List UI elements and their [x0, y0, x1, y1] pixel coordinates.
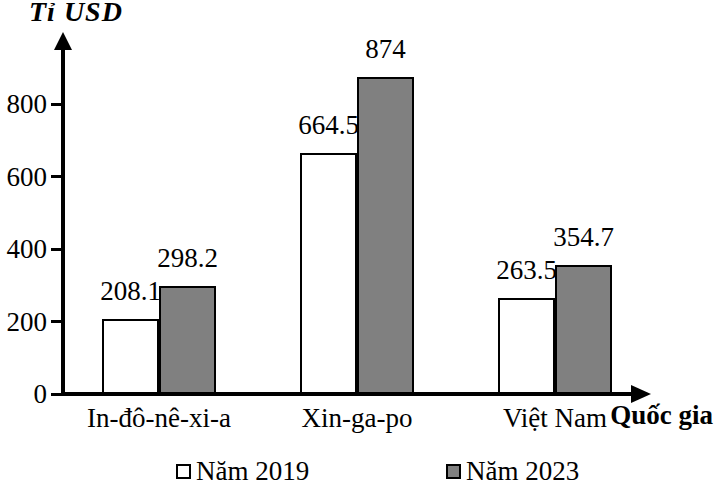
- x-axis-title: Quốc gia: [610, 400, 713, 431]
- y-tick-label-200: 200: [0, 307, 47, 337]
- bar-series0-cat2: [498, 298, 555, 395]
- legend-item-2023: Năm 2023: [446, 458, 579, 485]
- y-tick-label-0: 0: [0, 379, 47, 409]
- bar-series1-cat0: [159, 286, 216, 395]
- y-tick-label-600: 600: [0, 162, 47, 192]
- legend-swatch-2019: [176, 464, 191, 479]
- x-axis-line: [61, 392, 633, 396]
- legend-item-2019: Năm 2019: [176, 458, 309, 485]
- bar-series1-cat1: [357, 77, 414, 395]
- category-label-0: In-đô-nê-xi-a: [44, 403, 274, 434]
- legend-label-2023: Năm 2023: [466, 458, 579, 485]
- bar-chart: Tỉ USD 0200400600800208.1664.5263.5298.2…: [0, 0, 714, 485]
- category-label-1: Xin-ga-po: [242, 403, 472, 434]
- bar-series0-cat0: [102, 319, 159, 395]
- bar-value-series1-cat0: 298.2: [123, 243, 253, 274]
- y-axis-line: [61, 44, 65, 396]
- legend-label-2019: Năm 2019: [196, 458, 309, 485]
- bar-value-series1-cat1: 874: [321, 34, 451, 65]
- bar-value-series1-cat2: 354.7: [519, 222, 649, 253]
- bar-series0-cat1: [300, 153, 357, 395]
- y-axis-title: Tỉ USD: [29, 0, 123, 28]
- legend-swatch-2023: [446, 464, 461, 479]
- y-axis-arrow-icon: [54, 32, 72, 50]
- y-tick-label-800: 800: [0, 89, 47, 119]
- bar-series1-cat2: [555, 265, 612, 395]
- y-tick-label-400: 400: [0, 234, 47, 264]
